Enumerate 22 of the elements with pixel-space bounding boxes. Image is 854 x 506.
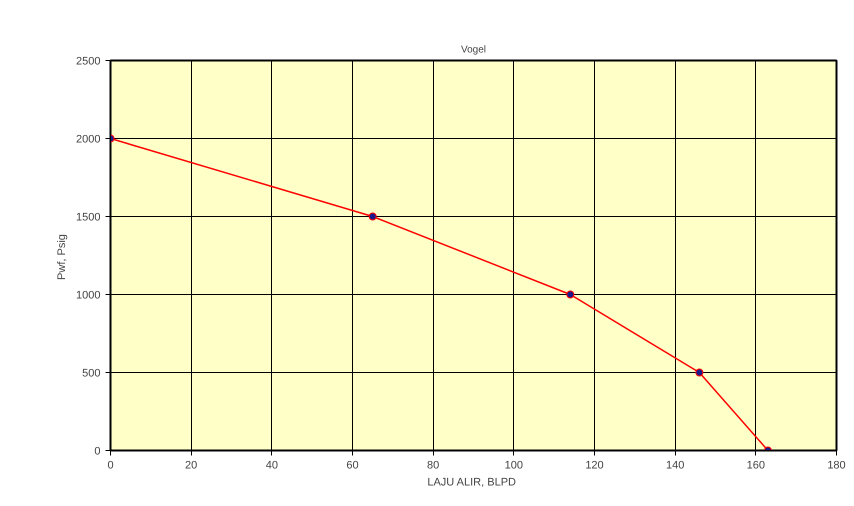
x-axis-title: LAJU ALIR, BLPD [427,476,516,488]
x-tick-label: 20 [185,460,198,472]
x-tick-label: 120 [585,460,604,472]
point [566,290,574,298]
y-tick-label: 1000 [76,290,101,302]
point [695,368,704,376]
x-tick-label: 180 [827,460,846,472]
x-tick-label: 160 [746,460,766,472]
point [368,212,377,220]
chart-title: Vogel [460,44,486,56]
y-tick-label: 0 [94,446,101,458]
y-axis-title: Pwf, Psig [56,234,68,280]
y-tick-label: 1500 [76,212,101,224]
x-tick-label: 140 [666,460,684,472]
y-tick-label: 500 [82,368,101,380]
x-tick-label: 100 [504,460,524,472]
x-tick-label: 0 [107,460,114,472]
y-tick-label: 2000 [76,134,101,146]
x-tick-label: 80 [427,460,440,472]
x-tick-label: 40 [266,460,278,472]
x-tick-label: 60 [346,460,359,472]
y-tick-label: 2500 [76,56,101,68]
